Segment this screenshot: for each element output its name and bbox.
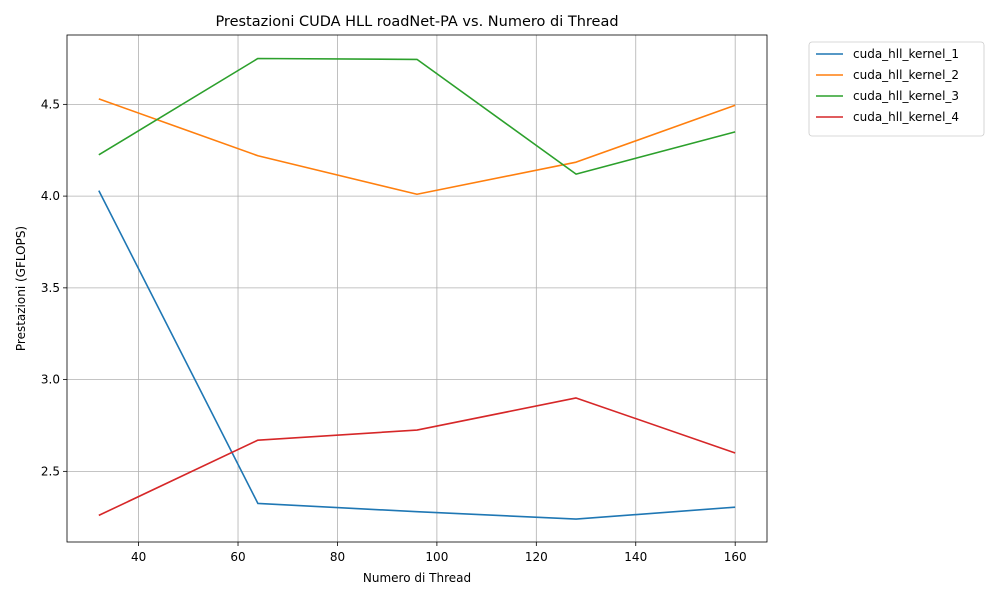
x-tick-label: 160 <box>724 550 747 564</box>
series-line-cuda_hll_kernel_4 <box>98 397 736 517</box>
y-axis-label: Prestazioni (GFLOPS) <box>14 226 28 351</box>
y-tick-label: 4.0 <box>41 189 60 203</box>
x-axis: 40 60 80 100 120 140 160 <box>131 542 747 564</box>
series-line-cuda_hll_kernel_3 <box>98 57 736 175</box>
x-tick-label: 60 <box>230 550 245 564</box>
legend-frame <box>808 41 985 137</box>
x-tick-label: 80 <box>330 550 345 564</box>
series-line-cuda_hll_kernel_2 <box>98 98 736 196</box>
y-tick-label: 3.5 <box>41 281 60 295</box>
y-axis: 2.5 3.0 3.5 4.0 4.5 <box>41 97 67 478</box>
x-axis-label: Numero di Thread <box>363 571 471 585</box>
legend-label: cuda_hll_kernel_3 <box>853 89 959 103</box>
x-tick-label: 140 <box>624 550 647 564</box>
x-tick-label: 40 <box>131 550 146 564</box>
legend-label: cuda_hll_kernel_1 <box>853 47 959 61</box>
legend: cuda_hll_kernel_1 cuda_hll_kernel_2 cuda_h… <box>808 41 985 137</box>
y-tick-label: 2.5 <box>41 464 60 478</box>
y-tick-label: 4.5 <box>41 97 60 111</box>
x-tick-label: 100 <box>425 550 448 564</box>
legend-label: cuda_hll_kernel_4 <box>853 110 959 124</box>
legend-label: cuda_hll_kernel_2 <box>853 68 959 82</box>
chart-title: Prestazioni CUDA HLL roadNet-PA vs. Nume… <box>215 14 618 30</box>
x-tick-label: 120 <box>525 550 548 564</box>
y-tick-label: 3.0 <box>41 373 60 387</box>
series-line-cuda_hll_kernel_1 <box>98 190 736 520</box>
plot-area-frame <box>66 34 768 543</box>
series-lines <box>98 57 736 520</box>
